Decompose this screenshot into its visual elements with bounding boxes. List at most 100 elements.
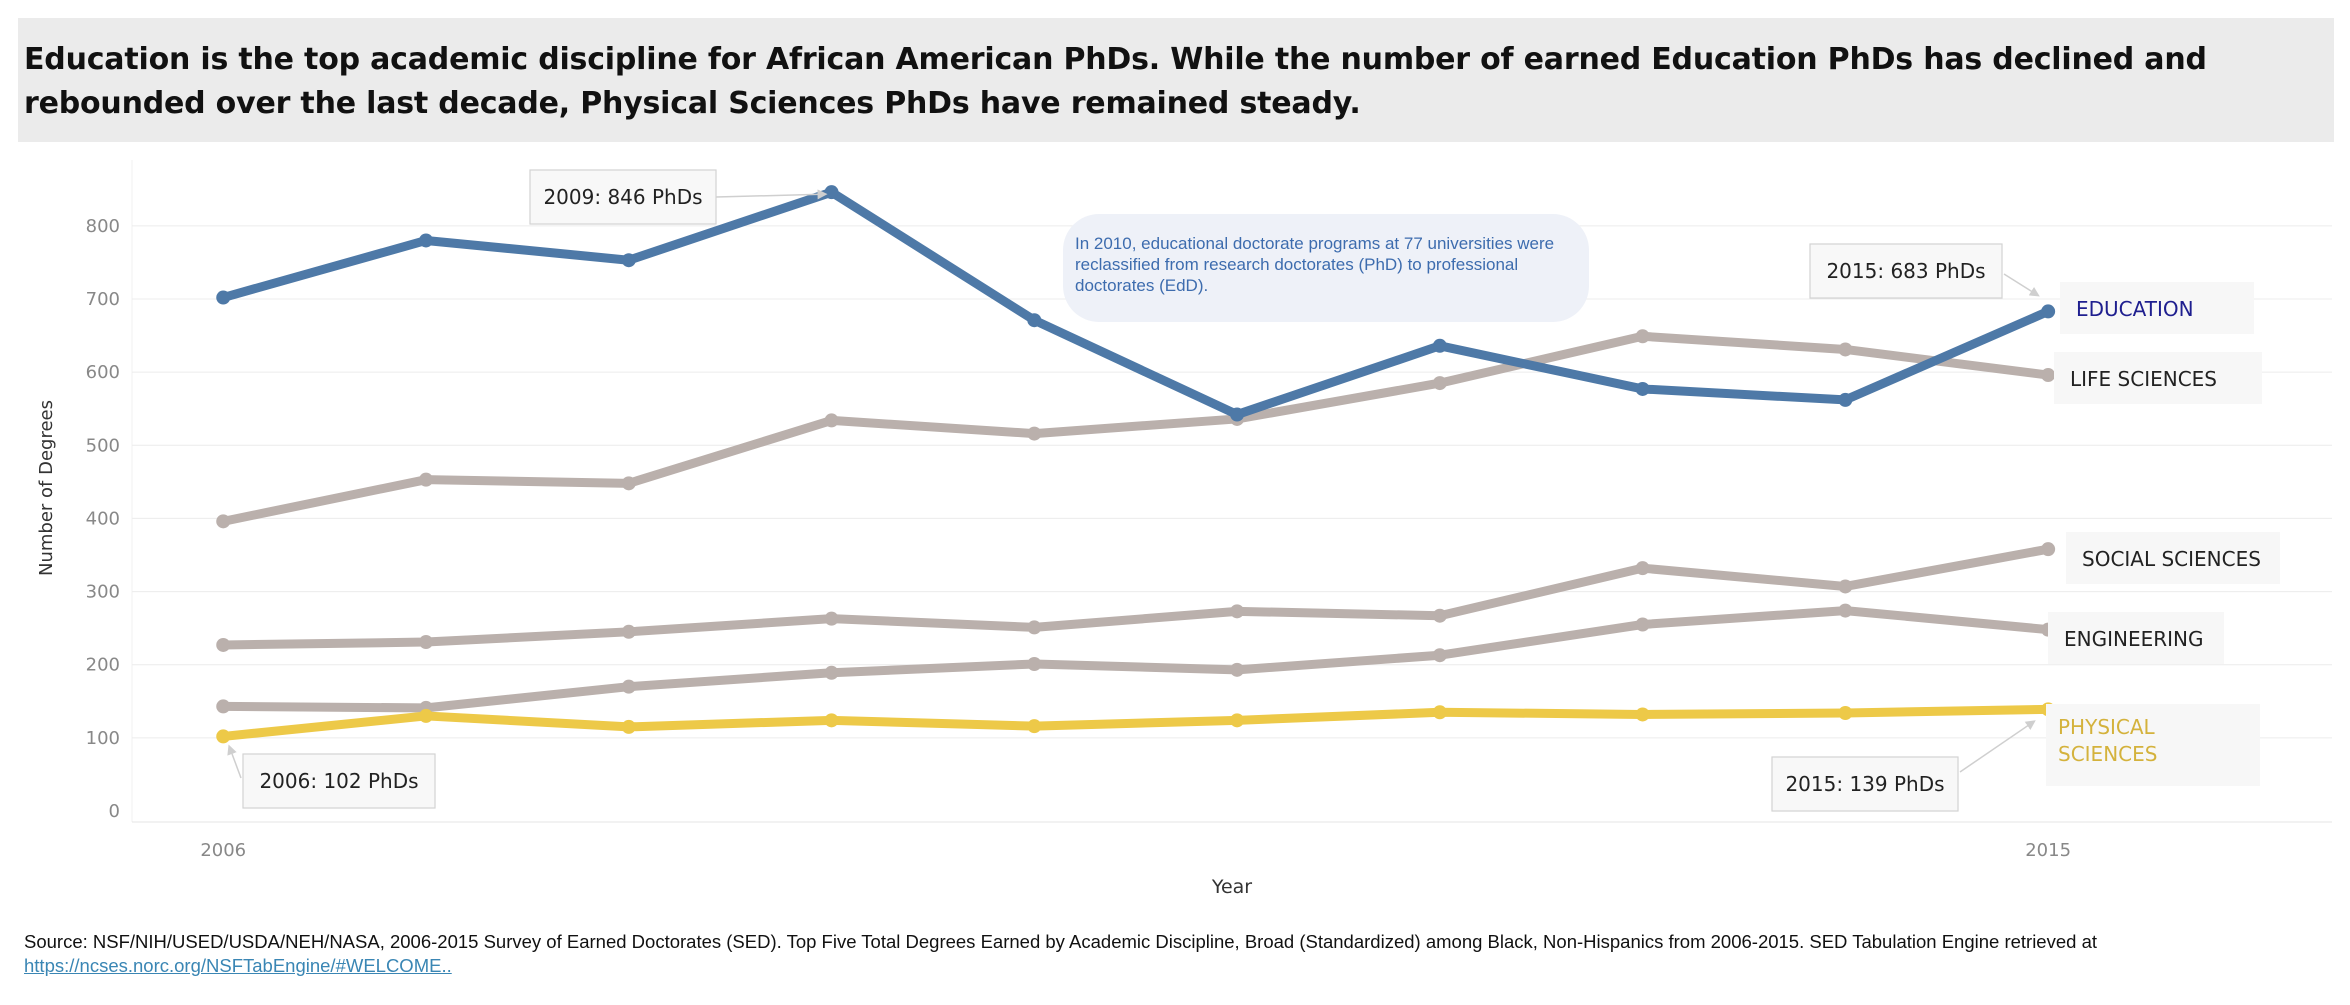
education-point[interactable] bbox=[419, 233, 434, 248]
life-point[interactable] bbox=[1838, 342, 1853, 357]
engineering-point[interactable] bbox=[216, 699, 231, 714]
education-point[interactable] bbox=[824, 185, 839, 200]
life-line bbox=[218, 331, 2053, 526]
physical-point[interactable] bbox=[1027, 719, 1042, 734]
education-point[interactable] bbox=[1838, 392, 1853, 407]
series-label-text: PHYSICAL bbox=[2058, 715, 2156, 739]
series-label-life: LIFE SCIENCES bbox=[2054, 352, 2262, 404]
social-point[interactable] bbox=[621, 624, 636, 639]
physical-point[interactable] bbox=[419, 708, 434, 723]
education-point[interactable] bbox=[1432, 338, 1447, 353]
y-tick-label: 0 bbox=[109, 801, 120, 822]
education-point[interactable] bbox=[1635, 381, 1650, 396]
note-background bbox=[1063, 214, 1589, 322]
annotation-text: 2006: 102 PhDs bbox=[259, 769, 418, 793]
social-line bbox=[218, 544, 2053, 650]
engineering-point[interactable] bbox=[1838, 603, 1853, 618]
life-point[interactable] bbox=[621, 476, 636, 491]
series-label-text: ENGINEERING bbox=[2064, 627, 2203, 651]
social-point[interactable] bbox=[1635, 561, 1650, 576]
life-point[interactable] bbox=[1635, 329, 1650, 344]
education-point[interactable] bbox=[1027, 313, 1042, 328]
physical-line bbox=[218, 704, 2053, 741]
annotation-phys2006: 2006: 102 PhDs bbox=[227, 744, 436, 809]
series-label-background bbox=[2048, 612, 2224, 664]
annotation-text: 2015: 139 PhDs bbox=[1785, 772, 1944, 796]
y-tick-label: 800 bbox=[86, 216, 120, 237]
x-tick-label: 2006 bbox=[200, 840, 246, 861]
physical-point[interactable] bbox=[621, 719, 636, 734]
engineering-point[interactable] bbox=[1230, 662, 1245, 677]
chart-title: Education is the top academic discipline… bbox=[24, 42, 2207, 121]
engineering-point[interactable] bbox=[1027, 656, 1042, 671]
life-point[interactable] bbox=[824, 413, 839, 428]
y-tick-label: 600 bbox=[86, 362, 120, 383]
series-life bbox=[216, 329, 2056, 529]
physical-point[interactable] bbox=[1230, 713, 1245, 728]
engineering-point[interactable] bbox=[1432, 648, 1447, 663]
education-point[interactable] bbox=[216, 290, 231, 305]
social-point[interactable] bbox=[824, 611, 839, 626]
physical-point[interactable] bbox=[1432, 705, 1447, 720]
series-label-background bbox=[2046, 704, 2260, 786]
annotation-arrow bbox=[715, 189, 828, 200]
annotation-arrow bbox=[1959, 720, 2036, 773]
life-point[interactable] bbox=[2041, 368, 2056, 383]
social-point[interactable] bbox=[216, 637, 231, 652]
series-label-physical: PHYSICAL SCIENCES bbox=[2046, 704, 2260, 786]
social-point[interactable] bbox=[1027, 620, 1042, 635]
life-point[interactable] bbox=[419, 472, 434, 487]
annotation-box bbox=[1809, 243, 2003, 299]
engineering-point[interactable] bbox=[1635, 617, 1650, 632]
physical-point[interactable] bbox=[1635, 707, 1650, 722]
y-tick-label: 300 bbox=[86, 582, 120, 603]
social-point[interactable] bbox=[1432, 608, 1447, 623]
physical-point[interactable] bbox=[1838, 706, 1853, 721]
education-point[interactable] bbox=[2041, 304, 2056, 319]
series-label-background bbox=[2066, 532, 2280, 584]
title-banner: Education is the top academic discipline… bbox=[18, 18, 2334, 142]
life-point[interactable] bbox=[216, 514, 231, 529]
education-point[interactable] bbox=[621, 253, 636, 268]
series-physical bbox=[216, 702, 2056, 744]
series-label-text: LIFE SCIENCES bbox=[2070, 367, 2217, 391]
physical-point[interactable] bbox=[216, 729, 231, 744]
life-point[interactable] bbox=[1027, 426, 1042, 441]
y-tick-label: 700 bbox=[86, 289, 120, 310]
annotation-box bbox=[529, 169, 717, 225]
annotation-text: 2015: 683 PhDs bbox=[1826, 259, 1985, 283]
series-label-text: EDUCATION bbox=[2076, 297, 2194, 321]
annotation-text: 2009: 846 PhDs bbox=[543, 185, 702, 209]
engineering-point[interactable] bbox=[824, 665, 839, 680]
education-point[interactable] bbox=[1230, 407, 1245, 422]
source-link[interactable]: https://ncses.norc.org/NSFTabEngine/#WEL… bbox=[24, 955, 452, 976]
y-tick-label: 100 bbox=[86, 728, 120, 749]
series-education bbox=[216, 185, 2056, 422]
series-label-education: EDUCATION bbox=[2060, 282, 2254, 334]
social-point[interactable] bbox=[1838, 579, 1853, 594]
source-text: Source: NSF/NIH/USED/USDA/NEH/NASA, 2006… bbox=[24, 931, 2097, 952]
annotation-phys2015: 2015: 139 PhDs bbox=[1771, 720, 2036, 812]
engineering-line bbox=[218, 606, 2053, 713]
series-social bbox=[216, 542, 2056, 652]
life-point[interactable] bbox=[1432, 376, 1447, 391]
x-tick-label: 2015 bbox=[2025, 840, 2071, 861]
social-point[interactable] bbox=[2041, 542, 2056, 557]
education-line bbox=[218, 187, 2053, 420]
reclassification-note: In 2010, educational doctorate programs … bbox=[1063, 214, 1589, 322]
note-text-line: reclassified from research doctorates (P… bbox=[1075, 255, 1518, 274]
y-axis-title: Number of Degrees bbox=[36, 400, 57, 576]
y-tick-label: 400 bbox=[86, 508, 120, 529]
physical-point[interactable] bbox=[824, 713, 839, 728]
engineering-point[interactable] bbox=[621, 679, 636, 694]
annotation-arrow bbox=[227, 744, 242, 779]
y-tick-label: 500 bbox=[86, 435, 120, 456]
series-label-engineering: ENGINEERING bbox=[2048, 612, 2224, 664]
social-point[interactable] bbox=[419, 635, 434, 650]
social-point[interactable] bbox=[1230, 604, 1245, 619]
series-label-background bbox=[2054, 352, 2262, 404]
annotation-box bbox=[242, 753, 436, 809]
annotation-arrow bbox=[2003, 273, 2040, 297]
note-text-line: doctorates (EdD). bbox=[1075, 276, 1208, 295]
series-label-text: SOCIAL SCIENCES bbox=[2082, 547, 2261, 571]
